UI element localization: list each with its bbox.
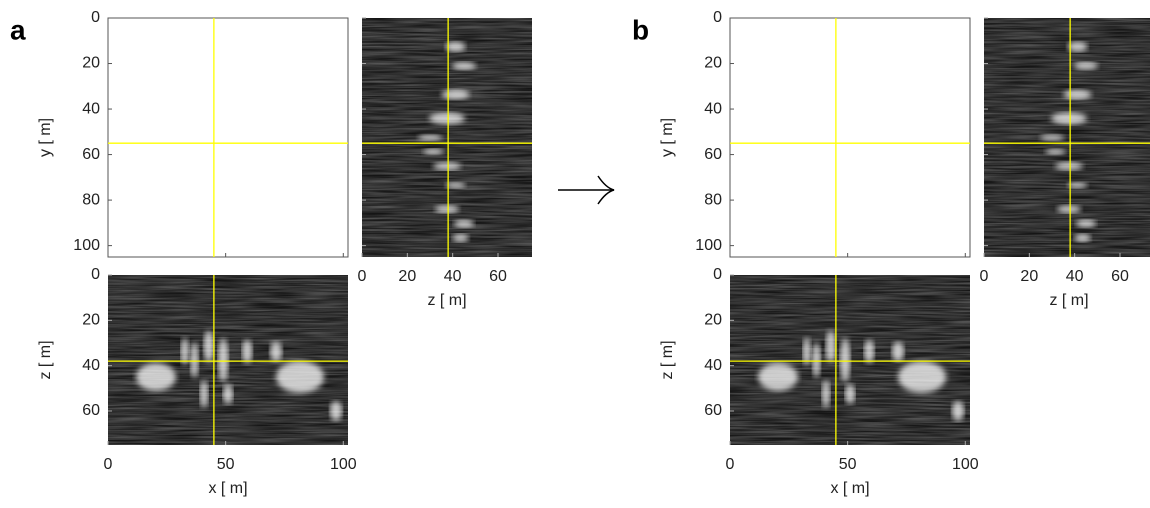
- panel-label: a: [10, 14, 26, 45]
- z-tick-label: 40: [82, 357, 100, 374]
- x-tick-label: 0: [104, 456, 113, 473]
- y-axis-label: y [ m]: [37, 118, 54, 157]
- z-axis-label: z [ m]: [1049, 292, 1088, 309]
- image-feature: [203, 330, 214, 363]
- image-noise: [362, 18, 532, 257]
- image-feature: [1055, 162, 1083, 171]
- image-feature: [418, 134, 442, 141]
- z-tick-label: 60: [489, 268, 507, 285]
- image-feature: [812, 342, 821, 378]
- y-axis-label: y [ m]: [659, 118, 676, 157]
- z-tick-label: 60: [704, 402, 722, 419]
- image-feature: [270, 341, 282, 362]
- image-feature: [845, 384, 855, 404]
- xy-view: [729, 17, 971, 258]
- arrow: [558, 175, 615, 205]
- z-tick-label: 20: [704, 312, 722, 329]
- image-feature: [1045, 148, 1066, 155]
- image-feature: [452, 233, 469, 242]
- y-tick-label: 80: [704, 191, 722, 208]
- y-tick-label: 40: [704, 100, 722, 117]
- image-feature: [1051, 112, 1087, 125]
- image-feature: [276, 361, 324, 393]
- image-feature: [433, 162, 461, 171]
- image-feature: [1076, 219, 1096, 228]
- x-axis-label: x [ m]: [208, 480, 247, 497]
- image-feature: [445, 182, 466, 189]
- z-tick-label: 40: [1066, 268, 1084, 285]
- image-feature: [864, 339, 875, 364]
- image-feature: [825, 330, 836, 363]
- image-feature: [445, 41, 466, 52]
- y-tick-label: 100: [695, 237, 722, 254]
- image-feature: [423, 148, 444, 155]
- image-feature: [1040, 134, 1064, 141]
- image-feature: [441, 89, 470, 100]
- xy-view: [107, 17, 349, 258]
- z-tick-label: 60: [1111, 268, 1129, 285]
- z-tick-label: 20: [398, 268, 416, 285]
- image-feature: [892, 341, 904, 362]
- y-tick-label: 80: [82, 191, 100, 208]
- image-feature: [190, 342, 199, 378]
- image-feature: [330, 401, 342, 421]
- y-tick-label: 20: [82, 55, 100, 72]
- z-tick-label: 40: [444, 268, 462, 285]
- image-feature: [1067, 41, 1088, 52]
- image-feature: [242, 339, 253, 364]
- image-feature: [180, 337, 189, 366]
- image-feature: [802, 337, 811, 366]
- z-tick-label: 40: [704, 357, 722, 374]
- panel: a 0 20 40 60 80 100 0 50 100 0 0 20 20 40 40 60 60 y [ m] z…: [10, 9, 532, 497]
- image-feature: [758, 363, 798, 391]
- x-tick-label: 50: [839, 456, 857, 473]
- image-feature: [898, 361, 946, 393]
- image-feature: [952, 401, 964, 421]
- x-tick-label: 0: [726, 456, 735, 473]
- image-feature: [136, 363, 176, 391]
- x-axis-label: x [ m]: [830, 480, 869, 497]
- image-feature: [1074, 233, 1091, 242]
- y-tick-label: 60: [82, 146, 100, 163]
- image-feature: [1074, 61, 1098, 70]
- image-feature: [1067, 182, 1088, 189]
- y-tick-label: 60: [704, 146, 722, 163]
- z-tick-label: 60: [82, 402, 100, 419]
- z-tick-label: 0: [358, 268, 367, 285]
- y-tick-label: 0: [713, 9, 722, 26]
- x-tick-label: 100: [952, 456, 979, 473]
- z-tick-label: 0: [980, 268, 989, 285]
- x-tick-label: 50: [217, 456, 235, 473]
- z-tick-label: 20: [82, 312, 100, 329]
- x-tick-label: 100: [330, 456, 357, 473]
- image-feature: [200, 380, 208, 408]
- panel-label: b: [632, 14, 649, 45]
- z-tick-label: 20: [1020, 268, 1038, 285]
- z-axis-label: z [ m]: [659, 340, 676, 379]
- z-axis-label: z [ m]: [427, 292, 466, 309]
- image-feature: [435, 205, 459, 214]
- y-tick-label: 100: [73, 237, 100, 254]
- image-feature: [452, 61, 476, 70]
- z-tick-label: 0: [91, 266, 100, 283]
- image-feature: [223, 384, 233, 404]
- y-tick-label: 20: [704, 55, 722, 72]
- image-feature: [218, 338, 229, 382]
- image-noise: [984, 18, 1150, 257]
- image-feature: [1063, 89, 1092, 100]
- image-feature: [429, 112, 465, 125]
- image-feature: [454, 219, 474, 228]
- y-tick-label: 40: [82, 100, 100, 117]
- panel: b 0 20 40 60 80 100 0 50 100 0 0 20 20 40 40 60 60 y [ m] z…: [632, 9, 1150, 497]
- z-tick-label: 0: [713, 266, 722, 283]
- z-axis-label: z [ m]: [37, 340, 54, 379]
- image-feature: [1057, 205, 1081, 214]
- image-feature: [822, 380, 830, 408]
- image-feature: [840, 338, 851, 382]
- y-tick-label: 0: [91, 9, 100, 26]
